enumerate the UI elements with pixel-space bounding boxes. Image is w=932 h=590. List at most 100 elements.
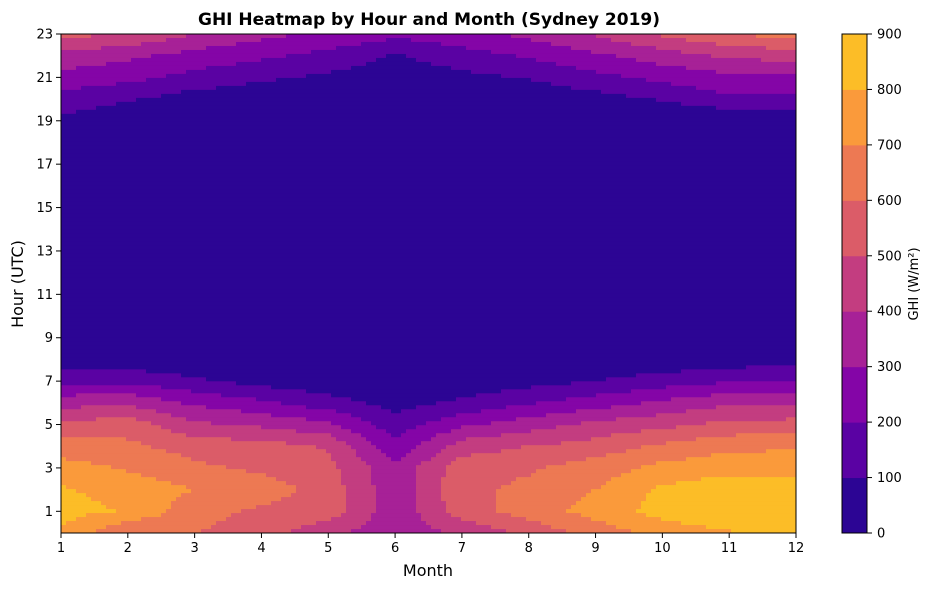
heatmap-cell	[226, 265, 232, 271]
heatmap-cell	[196, 509, 202, 514]
heatmap-cell	[226, 145, 232, 151]
heatmap-cell	[76, 397, 82, 402]
heatmap-cell	[96, 529, 102, 533]
heatmap-cell	[241, 289, 247, 295]
heatmap-cell	[161, 437, 167, 442]
heatmap-cell	[106, 49, 112, 55]
heatmap-cell	[111, 357, 117, 362]
heatmap-cell	[106, 457, 112, 462]
heatmap-cell	[116, 513, 122, 518]
heatmap-cell	[226, 69, 232, 75]
heatmap-cell	[241, 441, 247, 446]
heatmap-cell	[86, 53, 92, 59]
heatmap-cell	[61, 369, 67, 374]
heatmap-cell	[171, 173, 177, 179]
heatmap-cell	[161, 397, 167, 402]
heatmap-cell	[206, 293, 212, 299]
heatmap-cell	[111, 201, 117, 207]
heatmap-cell	[236, 93, 242, 99]
heatmap-cell	[181, 409, 187, 414]
heatmap-cell	[91, 113, 97, 119]
heatmap-cell	[151, 133, 157, 139]
heatmap-cell	[86, 217, 92, 223]
heatmap-cell	[206, 245, 212, 251]
heatmap-cell	[131, 229, 137, 235]
heatmap-cell	[206, 181, 212, 187]
heatmap-cell	[61, 189, 67, 195]
heatmap-cell	[231, 209, 237, 215]
heatmap-cell	[151, 469, 157, 474]
heatmap-cell	[181, 89, 187, 95]
heatmap-cell	[136, 277, 142, 283]
heatmap-cell	[106, 197, 112, 203]
heatmap-cell	[241, 101, 247, 107]
heatmap-cell	[96, 477, 102, 482]
heatmap-cell	[206, 389, 212, 394]
heatmap-cell	[91, 205, 97, 211]
heatmap-cell	[131, 93, 137, 99]
heatmap-cell	[76, 213, 82, 219]
heatmap-cell	[121, 357, 127, 362]
heatmap-cell	[246, 213, 252, 219]
heatmap-cell	[221, 361, 227, 366]
heatmap-cell	[221, 393, 227, 398]
heatmap-cell	[76, 525, 82, 530]
heatmap-cell	[106, 385, 112, 390]
heatmap-cell	[156, 149, 162, 155]
heatmap-cell	[136, 505, 142, 510]
heatmap-cell	[161, 185, 167, 191]
heatmap-cell	[191, 237, 197, 243]
heatmap-cell	[226, 397, 232, 402]
heatmap-cell	[131, 97, 137, 103]
heatmap-cell	[151, 165, 157, 171]
heatmap-cell	[216, 465, 222, 470]
heatmap-cell	[121, 105, 127, 111]
heatmap-cell	[96, 293, 102, 299]
heatmap-cell	[146, 57, 152, 63]
heatmap-cell	[71, 125, 77, 131]
heatmap-cell	[181, 85, 187, 91]
heatmap-cell	[206, 85, 212, 91]
heatmap-cell	[171, 321, 177, 327]
heatmap-cell	[166, 101, 172, 107]
heatmap-cell	[201, 393, 207, 398]
heatmap-cell	[81, 97, 87, 103]
heatmap-cell	[91, 57, 97, 63]
heatmap-cell	[101, 173, 107, 179]
heatmap-cell	[201, 293, 207, 299]
heatmap-cell	[71, 173, 77, 179]
heatmap-cell	[61, 409, 67, 414]
heatmap-cell	[131, 393, 137, 398]
heatmap-cell	[71, 233, 77, 239]
heatmap-cell	[141, 453, 147, 458]
heatmap-cell	[91, 217, 97, 223]
heatmap-cell	[141, 113, 147, 119]
heatmap-cell	[201, 489, 207, 494]
heatmap-cell	[126, 333, 132, 338]
heatmap-cell	[241, 281, 247, 287]
heatmap-cell	[246, 473, 252, 478]
heatmap-cell	[101, 449, 107, 454]
heatmap-cell	[221, 217, 227, 223]
heatmap-cell	[191, 321, 197, 327]
heatmap-cell	[256, 281, 262, 287]
heatmap-cell	[146, 169, 152, 175]
heatmap-cell	[86, 197, 92, 203]
heatmap-cell	[101, 281, 107, 287]
heatmap-cell	[106, 73, 112, 79]
heatmap-cell	[131, 245, 137, 251]
heatmap-cell	[196, 165, 202, 171]
heatmap-cell	[196, 193, 202, 199]
heatmap-cell	[156, 253, 162, 259]
heatmap-cell	[231, 473, 237, 478]
heatmap-cell	[221, 133, 227, 139]
heatmap-cell	[241, 369, 247, 374]
heatmap-cell	[116, 161, 122, 167]
heatmap-cell	[206, 269, 212, 275]
heatmap-cell	[111, 365, 117, 370]
heatmap-cell	[156, 153, 162, 159]
heatmap-cell	[226, 349, 232, 354]
heatmap-cell	[161, 241, 167, 247]
heatmap-cell	[196, 513, 202, 518]
heatmap-cell	[146, 265, 152, 271]
